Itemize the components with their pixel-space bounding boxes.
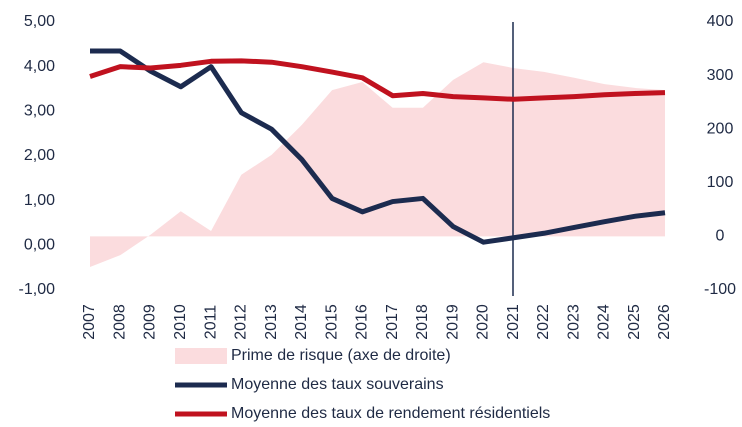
legend-label: Moyenne des taux souverains [231, 376, 444, 393]
y2-tick-label: 300 [707, 67, 734, 84]
x-tick-label: 2020 [475, 304, 492, 340]
x-tick-label: 2007 [81, 304, 98, 340]
x-tick-label: 2008 [111, 304, 128, 340]
y-tick-label: 5,00 [24, 13, 55, 30]
x-tick-label: 2015 [323, 304, 340, 340]
x-tick-label: 2024 [596, 304, 613, 340]
x-tick-label: 2026 [656, 304, 673, 340]
y2-tick-label: 100 [707, 174, 734, 191]
y2-tick-label: 200 [707, 120, 734, 137]
x-tick-label: 2009 [142, 304, 159, 340]
x-tick-label: 2021 [505, 304, 522, 340]
x-tick-label: 2025 [626, 304, 643, 340]
y-tick-label: 3,00 [24, 103, 55, 120]
y-tick-label: 1,00 [24, 192, 55, 209]
x-tick-label: 2010 [172, 304, 189, 340]
area [90, 62, 665, 267]
line [90, 48, 666, 245]
y2-tick-label: -100 [704, 281, 736, 298]
x-tick-label: 2019 [444, 304, 461, 340]
x-tick-label: 2016 [354, 304, 371, 340]
y-tick-label: -1,00 [19, 281, 56, 298]
x-tick-label: 2022 [535, 304, 552, 340]
x-tick-label: 2014 [293, 304, 310, 340]
x-tick-label: 2013 [263, 304, 280, 340]
x-tick-label: 2012 [233, 304, 250, 340]
legend-swatch [175, 348, 227, 364]
x-tick-label: 2011 [202, 305, 219, 340]
y-tick-label: 0,00 [24, 237, 55, 254]
x-tick-label: 2018 [414, 304, 431, 340]
y-tick-label: 4,00 [24, 58, 55, 75]
legend-label: Moyenne des taux de rendement résidentie… [231, 405, 550, 422]
x-tick-label: 2023 [565, 304, 582, 340]
y-tick-label: 2,00 [24, 147, 55, 164]
y2-tick-label: 400 [707, 13, 734, 30]
legend-label: Prime de risque (axe de droite) [231, 347, 451, 364]
x-tick-label: 2017 [384, 304, 401, 340]
y2-tick-label: 0 [716, 228, 725, 245]
line [89, 58, 666, 102]
